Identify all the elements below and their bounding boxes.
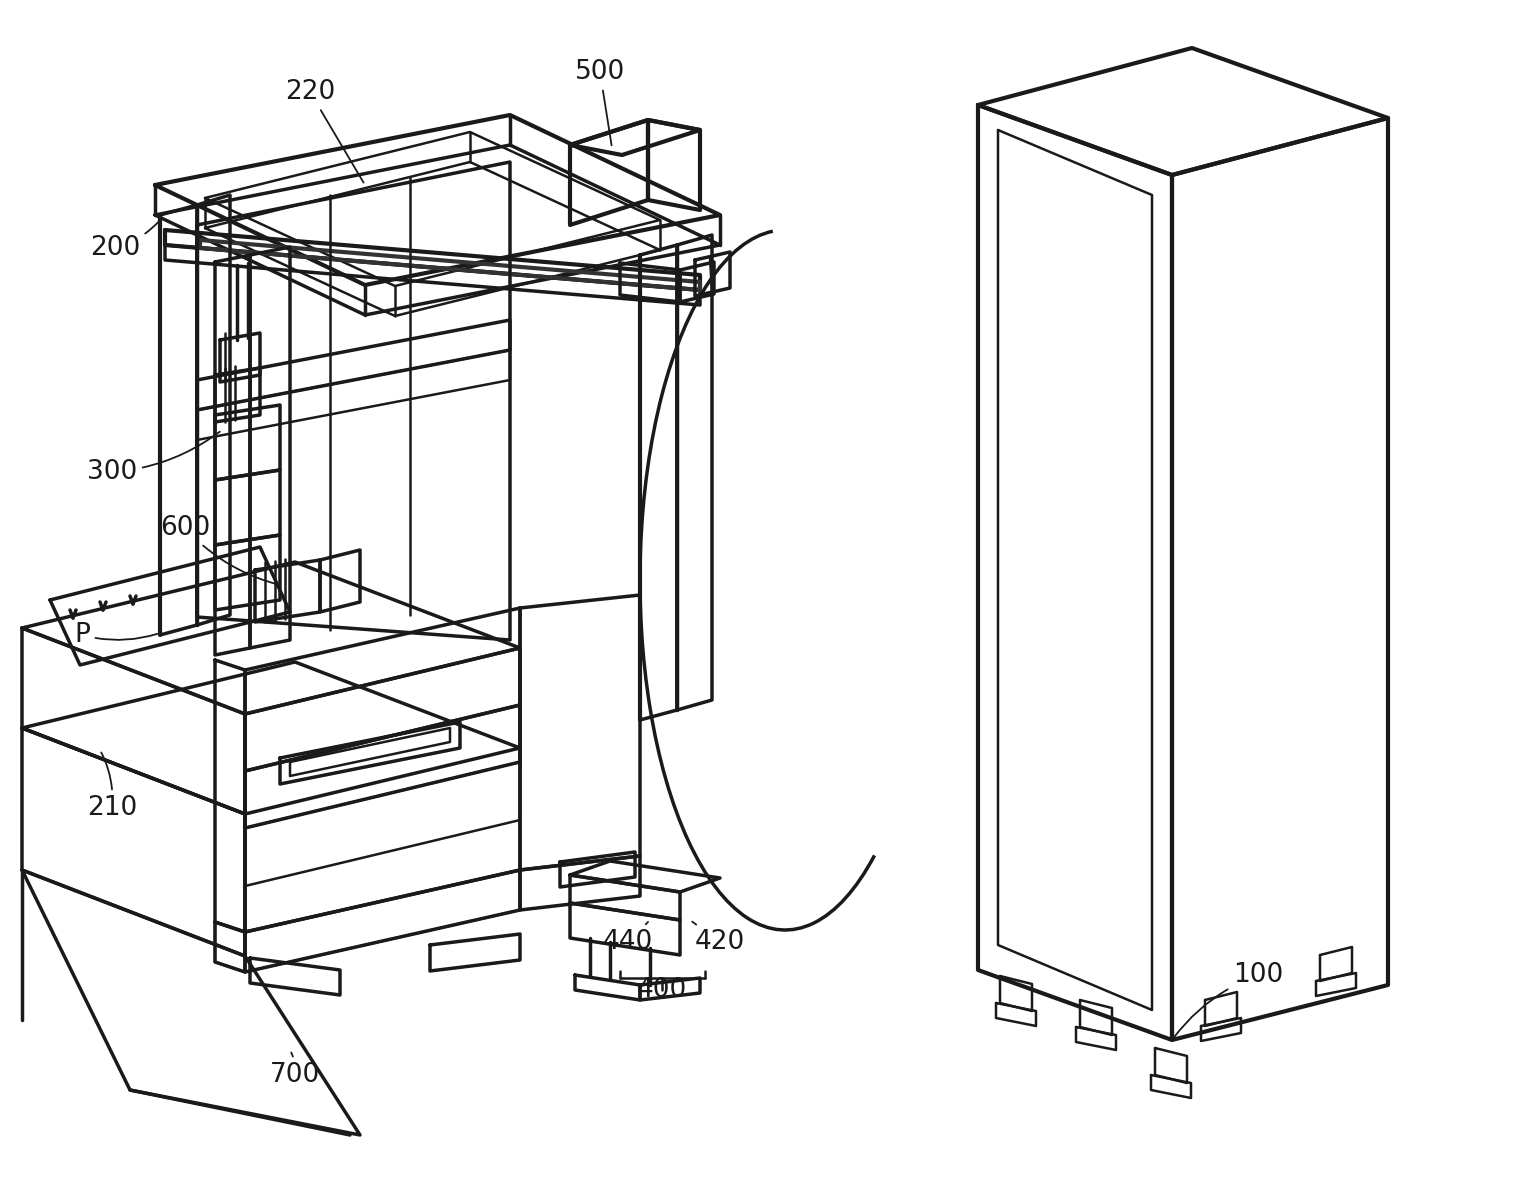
Text: 500: 500: [574, 59, 625, 145]
Text: 440: 440: [602, 922, 653, 955]
Text: 300: 300: [88, 431, 220, 485]
Text: 600: 600: [160, 515, 278, 585]
Text: 420: 420: [693, 921, 745, 955]
Text: 100: 100: [1174, 962, 1283, 1038]
Text: 700: 700: [270, 1052, 319, 1088]
Text: 400: 400: [637, 976, 687, 1003]
Text: P: P: [74, 622, 157, 649]
Text: 210: 210: [88, 753, 137, 821]
Text: 220: 220: [284, 79, 364, 183]
Text: 200: 200: [91, 220, 160, 261]
